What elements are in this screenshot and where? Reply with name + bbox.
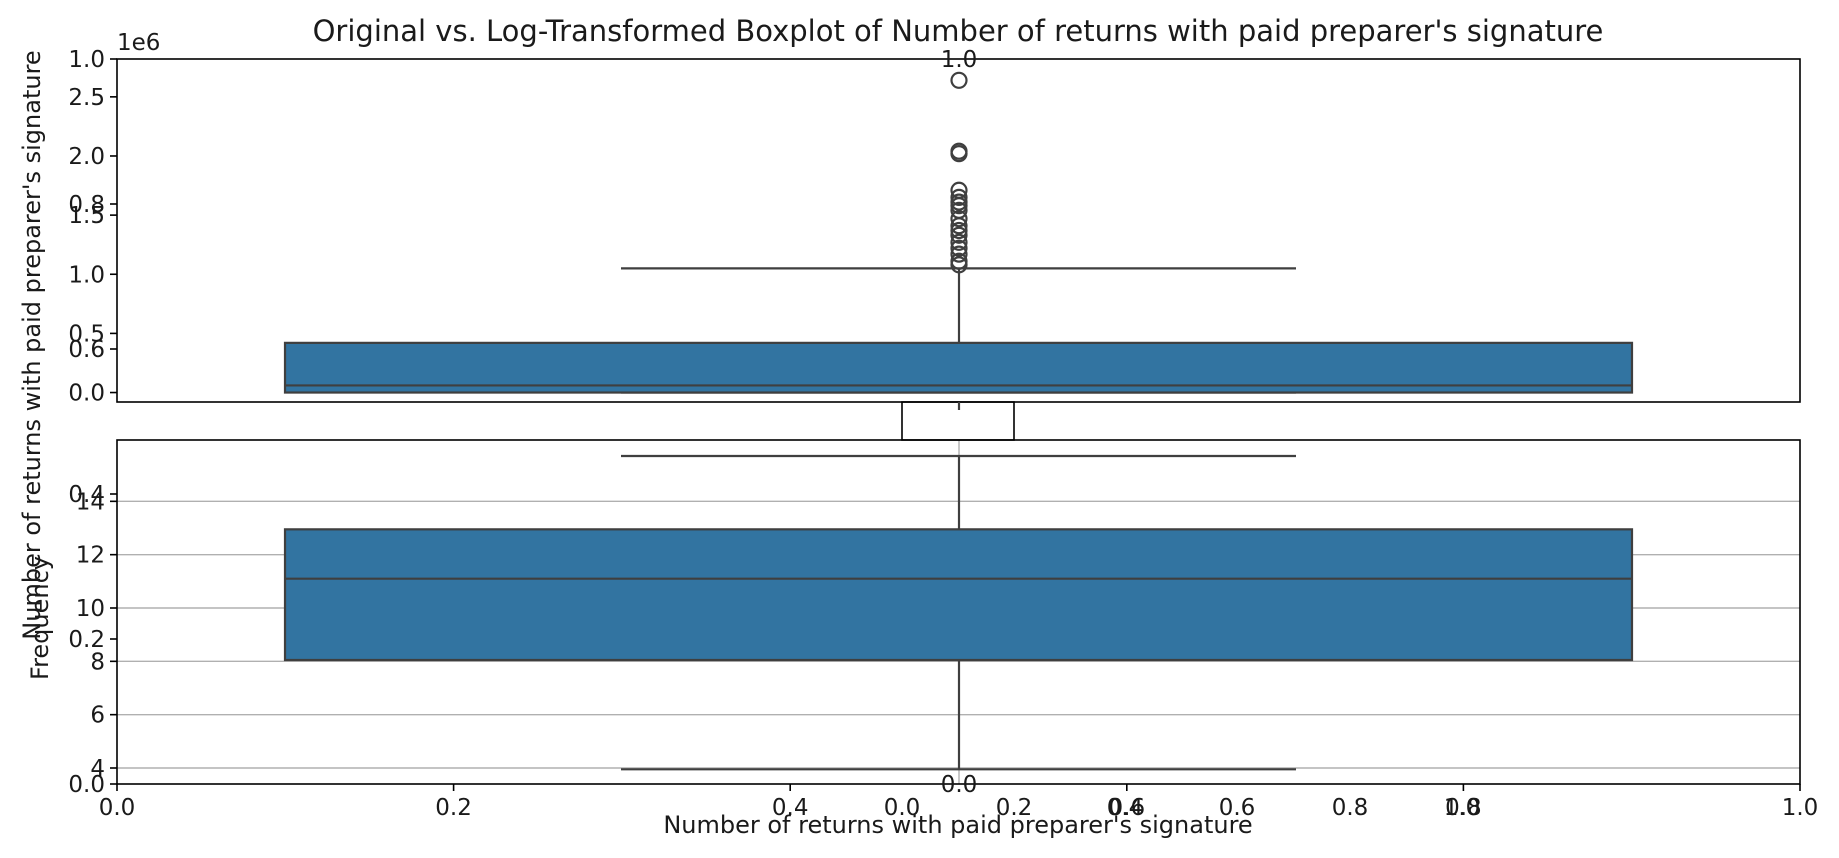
bg-y-tick-label: 0.4 [68,482,105,508]
bottom-y-tick-label: 4 [90,756,105,782]
bottom-y-tick-label: 8 [90,649,105,675]
top-outlier-point [950,245,968,263]
bg-x-tick-label: 0.8 [1445,795,1482,821]
top-y-offset-label: 1e6 [117,30,160,56]
bottom-y-tick-label: 6 [90,703,105,729]
bg-y-tick-label: 1.0 [68,47,105,73]
inset-y-tick-label: 1.0 [941,47,978,73]
inset-y-tick-label: 0.0 [941,772,978,798]
bottom-panel: 4 6 8 10 12 14 [76,439,1801,785]
inset-x-tick-label: 0.6 [1219,795,1256,821]
bg-y-tick-label: 0.0 [68,772,105,798]
inset-axes: 0.0 0.2 0.4 0.6 0.8 1.00.01.0 [884,47,1481,821]
inset-x-tick-label: 1.0 [1444,795,1481,821]
bg-x-tick-label: 0.0 [99,795,136,821]
bottom-y-axis-label: Frequency [26,556,54,680]
bg-x-tick-label: 0.4 [772,795,809,821]
bottom-box [283,528,1634,662]
bg-y-tick-label: 0.6 [68,337,105,363]
bottom-y-tick-label: 14 [76,489,105,515]
top-outlier-point [950,226,968,244]
top-outlier-point [950,71,968,89]
top-y-tick-label: 2.5 [68,85,105,111]
top-outlier-point [950,188,968,206]
top-outlier-point [950,233,968,251]
bottom-y-tick-label: 10 [76,596,105,622]
inset-x-tick-label: 0.4 [1107,795,1144,821]
bg-x-tick-label: 0.6 [1109,795,1146,821]
top-y-tick-label: 0.5 [68,321,105,347]
top-box [283,341,1634,394]
top-outlier-point [950,210,968,228]
bottom-y-tick-label: 12 [76,543,105,569]
background-axes: 0.0 0.2 0.4 0.6 0.8 1.00.00.20.40.60.81.0 [68,47,1818,821]
top-y-tick-label: 2.0 [68,144,105,170]
top-panel: 0.0 0.5 1.0 1.5 2.0 2.5 [68,58,1801,407]
bg-x-tick-label: 0.2 [435,795,472,821]
top-outlier-point [950,193,968,211]
x-axis-label: Number of returns with paid preparer's s… [663,811,1252,839]
top-outlier-point [950,239,968,257]
chart-title: Original vs. Log-Transformed Boxplot of … [313,14,1604,48]
inset-x-tick-label: 0.8 [1332,795,1369,821]
top-outlier-point [950,201,968,219]
inset-x-tick-label: 0.0 [884,795,921,821]
top-outlier-point [950,221,968,240]
top-y-tick-label: 1.0 [68,262,105,288]
top-outlier-point [950,181,968,199]
top-y-axis-label: Number of returns with paid preparer's s… [18,50,46,639]
bg-y-tick-label: 0.8 [68,192,105,218]
bg-x-tick-label: 1.0 [1782,795,1819,821]
top-outlier-point [950,142,968,160]
top-y-tick-label: 0.0 [68,381,105,407]
bg-y-tick-label: 0.2 [68,627,105,653]
top-outlier-point [950,252,968,270]
chart-text: Original vs. Log-Transformed Boxplot of … [18,14,1603,839]
top-y-tick-label: 1.5 [68,203,105,229]
inset-x-tick-label: 0.2 [996,795,1033,821]
